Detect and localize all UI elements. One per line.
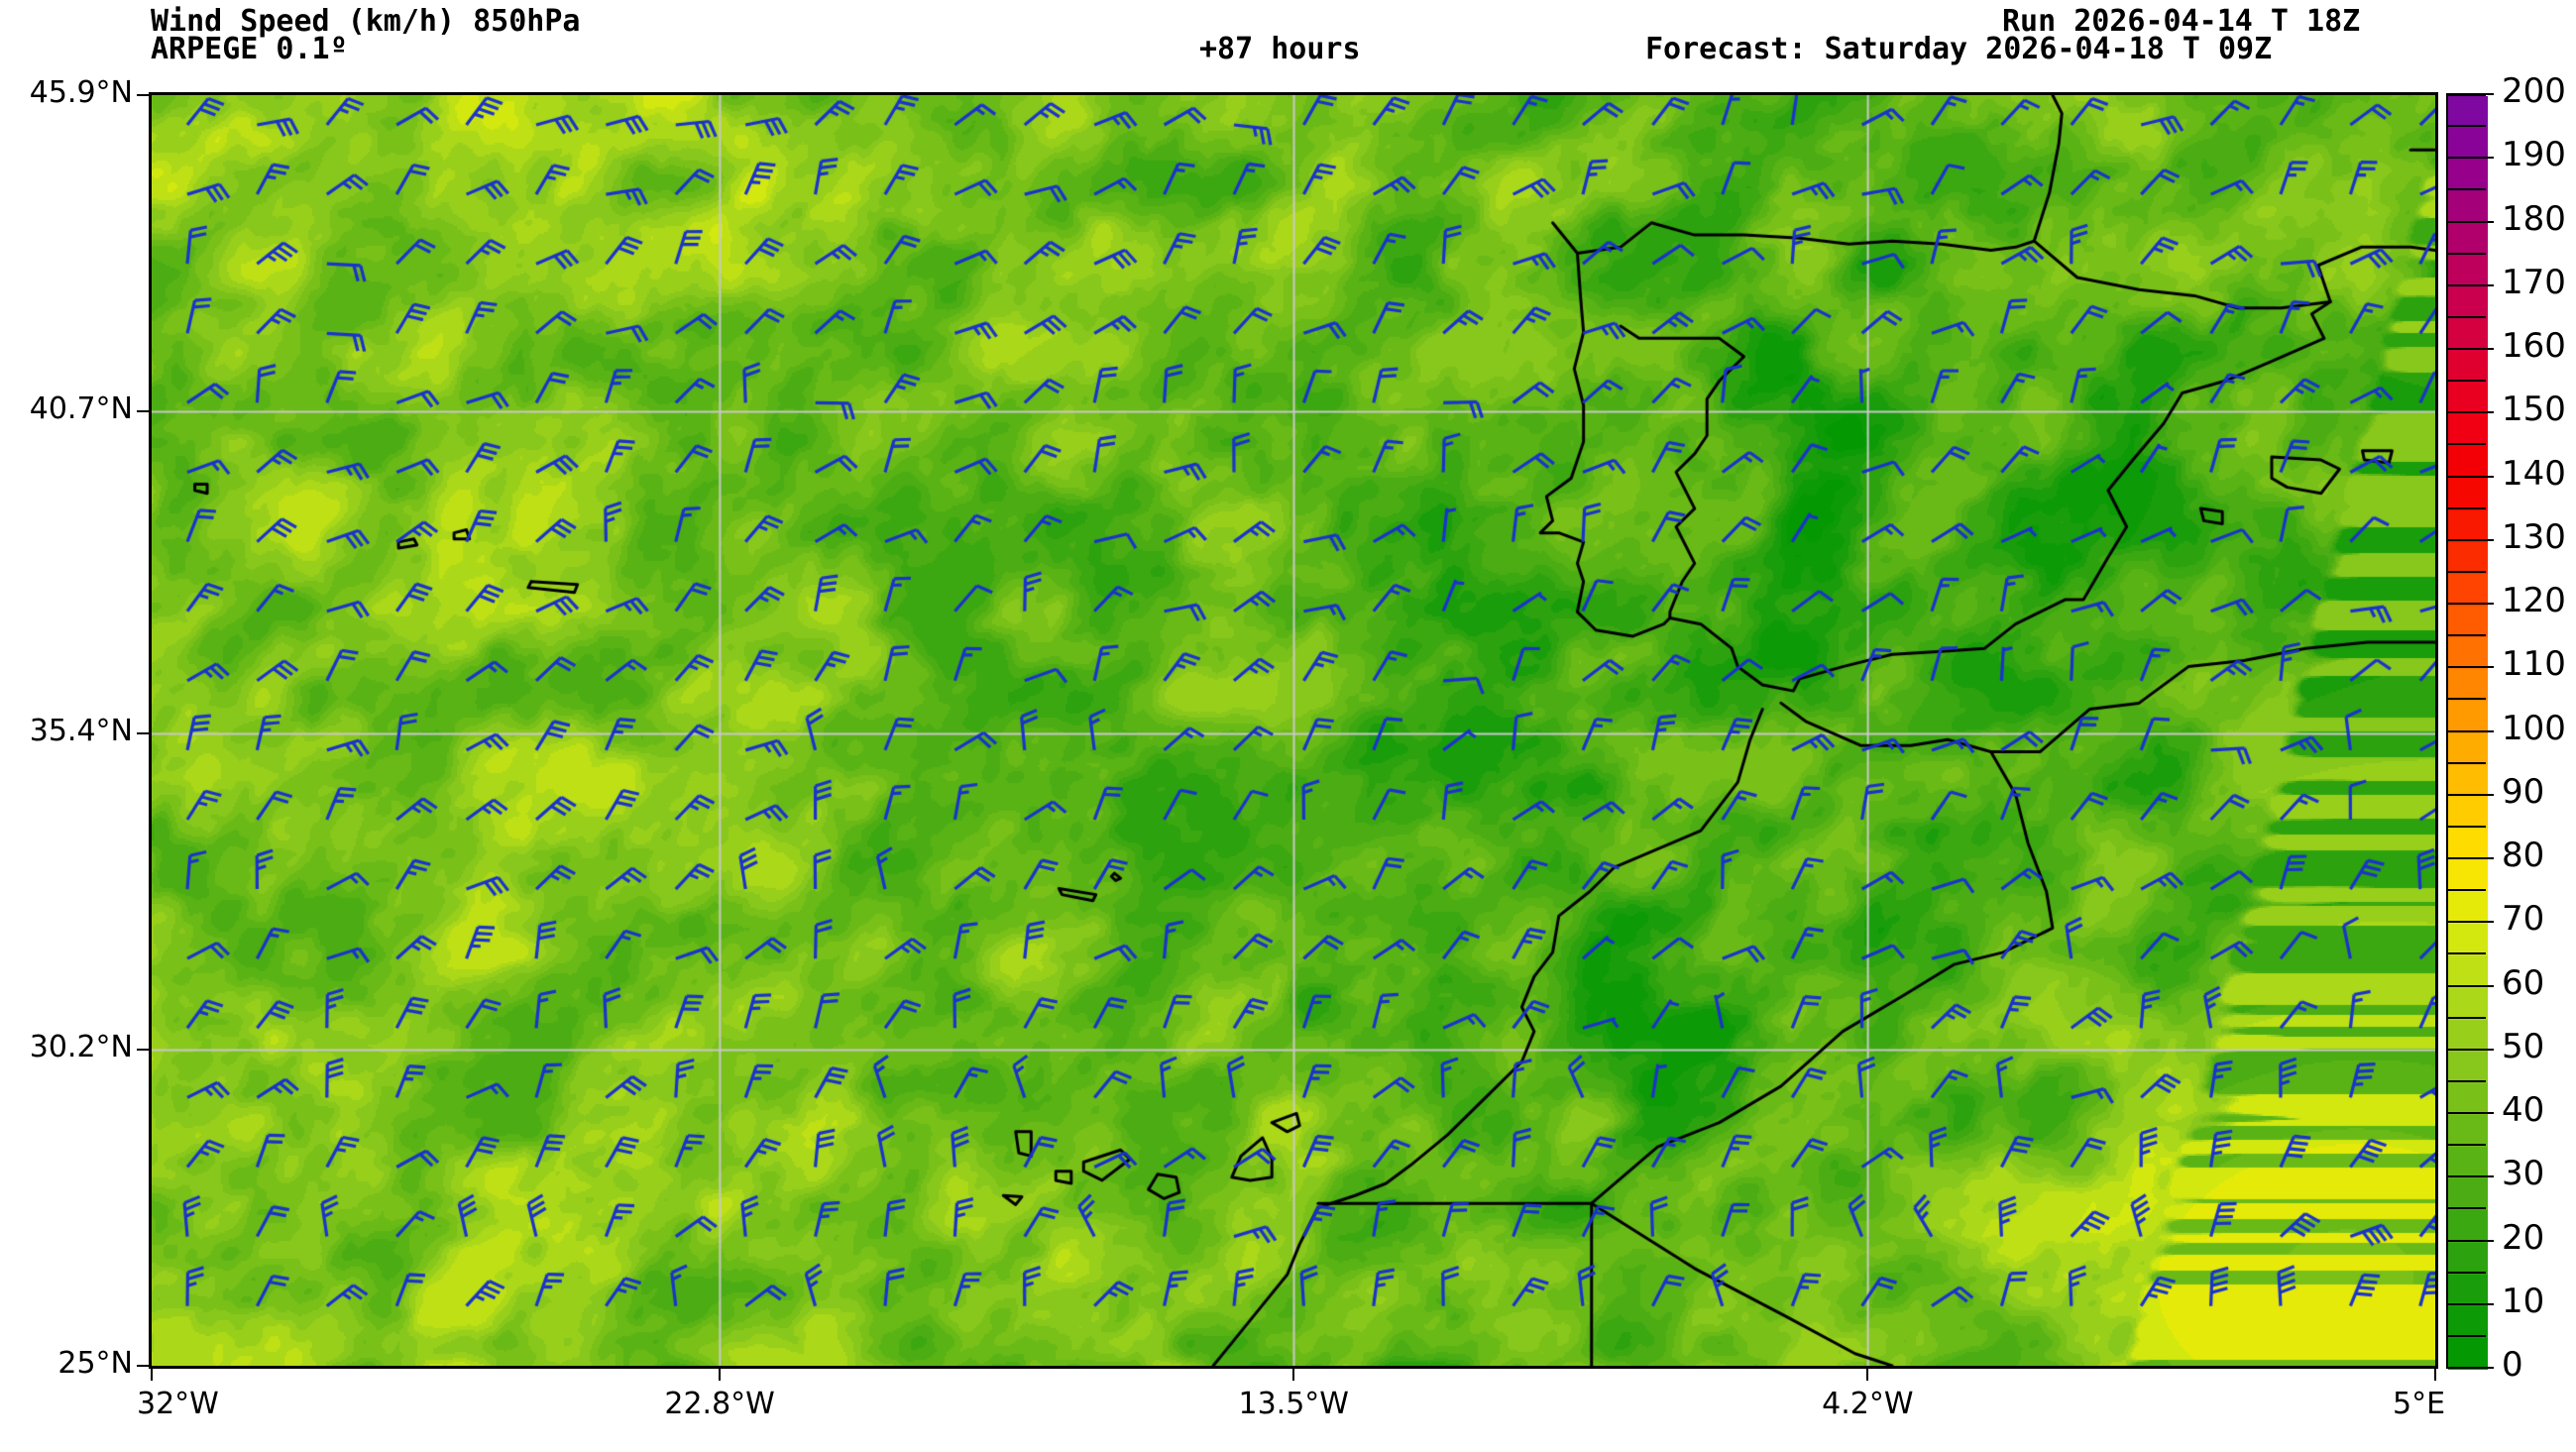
colorbar-major-tick [2446, 1367, 2494, 1369]
x-axis-tick [1292, 1369, 1294, 1381]
colorbar-minor-tick [2446, 1271, 2486, 1274]
colorbar-major-tick [2446, 348, 2494, 350]
y-axis-label: 30.2°N [29, 1030, 133, 1065]
map-plot-area[interactable] [149, 92, 2438, 1369]
colorbar-tick-label: 40 [2502, 1090, 2545, 1130]
colorbar-major-tick [2446, 1239, 2494, 1242]
colorbar-tick-label: 110 [2502, 644, 2566, 685]
run-time-label: Run 2026-04-14 T 18Z [2002, 4, 2361, 39]
y-axis-tick [137, 1365, 149, 1367]
colorbar-minor-tick [2446, 1334, 2486, 1337]
x-axis-tick [718, 1369, 721, 1381]
colorbar-tick-label: 140 [2502, 453, 2566, 494]
x-axis-label: 13.5°W [1238, 1387, 1349, 1421]
model-label: ARPEGE 0.1º [151, 32, 348, 66]
colorbar-tick-label: 150 [2502, 390, 2566, 430]
colorbar-minor-tick [2446, 570, 2486, 573]
colorbar-tick-label: 30 [2502, 1154, 2545, 1194]
colorbar-tick-label: 180 [2502, 198, 2566, 239]
colorbar-minor-tick [2446, 761, 2486, 764]
colorbar-minor-tick [2446, 634, 2486, 637]
colorbar-tick-label: 80 [2502, 836, 2545, 875]
colorbar-tick-label: 160 [2502, 326, 2566, 366]
colorbar-minor-tick [2446, 1144, 2486, 1147]
colorbar-minor-tick [2446, 506, 2486, 509]
y-axis-label: 40.7°N [29, 391, 133, 426]
colorbar-minor-tick [2446, 952, 2486, 955]
colorbar-tick-label: 50 [2502, 1026, 2545, 1066]
colorbar-major-tick [2446, 729, 2494, 732]
colorbar-major-tick [2446, 857, 2494, 859]
colorbar-minor-tick [2446, 1207, 2486, 1210]
lead-time-label: +87 hours [1199, 32, 1361, 66]
colorbar-minor-tick [2446, 125, 2486, 128]
colorbar-tick-label: 100 [2502, 708, 2566, 748]
colorbar-major-tick [2446, 666, 2494, 669]
colorbar-tick-label: 70 [2502, 899, 2545, 940]
y-axis-tick [137, 732, 149, 735]
y-axis-tick [137, 94, 149, 96]
forecast-time-label: Forecast: Saturday 2026-04-18 T 09Z [1645, 32, 2273, 66]
y-axis-label: 35.4°N [29, 714, 133, 749]
colorbar-tick-label: 130 [2502, 516, 2566, 557]
colorbar-minor-tick [2446, 1016, 2486, 1019]
colorbar-major-tick [2446, 538, 2494, 541]
colorbar-minor-tick [2446, 443, 2486, 446]
colorbar-major-tick [2446, 283, 2494, 286]
page-title: Wind Speed (km/h) 850hPa [151, 4, 581, 39]
colorbar-major-tick [2446, 921, 2494, 924]
colorbar-major-tick [2446, 1175, 2494, 1178]
wind-barb-overlay [152, 95, 2435, 1366]
colorbar-minor-tick [2446, 188, 2486, 191]
x-axis-label: 5°E [2393, 1387, 2446, 1421]
y-axis-tick [137, 1049, 149, 1052]
colorbar-minor-tick [2446, 252, 2486, 255]
colorbar-major-tick [2446, 1048, 2494, 1051]
colorbar-minor-tick [2446, 889, 2486, 892]
colorbar-major-tick [2446, 1302, 2494, 1305]
colorbar-major-tick [2446, 475, 2494, 478]
x-axis-label: 22.8°W [664, 1387, 775, 1421]
colorbar-major-tick [2446, 984, 2494, 987]
colorbar-tick-label: 170 [2502, 262, 2566, 302]
colorbar-tick-label: 20 [2502, 1217, 2545, 1258]
x-axis-label: 4.2°W [1822, 1387, 1914, 1421]
colorbar-major-tick [2446, 1112, 2494, 1114]
colorbar-tick-label: 10 [2502, 1281, 2545, 1321]
y-axis-label: 45.9°N [29, 75, 133, 110]
colorbar-tick-label: 90 [2502, 771, 2545, 812]
colorbar-minor-tick [2446, 698, 2486, 701]
colorbar-minor-tick [2446, 315, 2486, 318]
x-axis-tick [151, 1369, 153, 1381]
colorbar-major-tick [2446, 93, 2494, 95]
colorbar-minor-tick [2446, 825, 2486, 828]
x-axis-tick [1866, 1369, 1869, 1381]
colorbar-major-tick [2446, 411, 2494, 414]
colorbar-major-tick [2446, 220, 2494, 223]
colorbar-tick-label: 60 [2502, 962, 2545, 1003]
colorbar-gradient [2448, 96, 2488, 1370]
colorbar-tick-label: 120 [2502, 581, 2566, 620]
y-axis-tick [137, 409, 149, 412]
colorbar-major-tick [2446, 603, 2494, 605]
colorbar-major-tick [2446, 793, 2494, 796]
y-axis-label: 25°N [57, 1346, 133, 1381]
x-axis-tick [2434, 1369, 2436, 1381]
colorbar-tick-label: 0 [2502, 1345, 2523, 1385]
colorbar-major-tick [2446, 157, 2494, 160]
colorbar-minor-tick [2446, 1079, 2486, 1082]
x-axis-label: 32°W [137, 1387, 219, 1421]
colorbar-tick-label: 200 [2502, 71, 2566, 111]
colorbar-minor-tick [2446, 380, 2486, 383]
colorbar-tick-label: 190 [2502, 135, 2566, 175]
